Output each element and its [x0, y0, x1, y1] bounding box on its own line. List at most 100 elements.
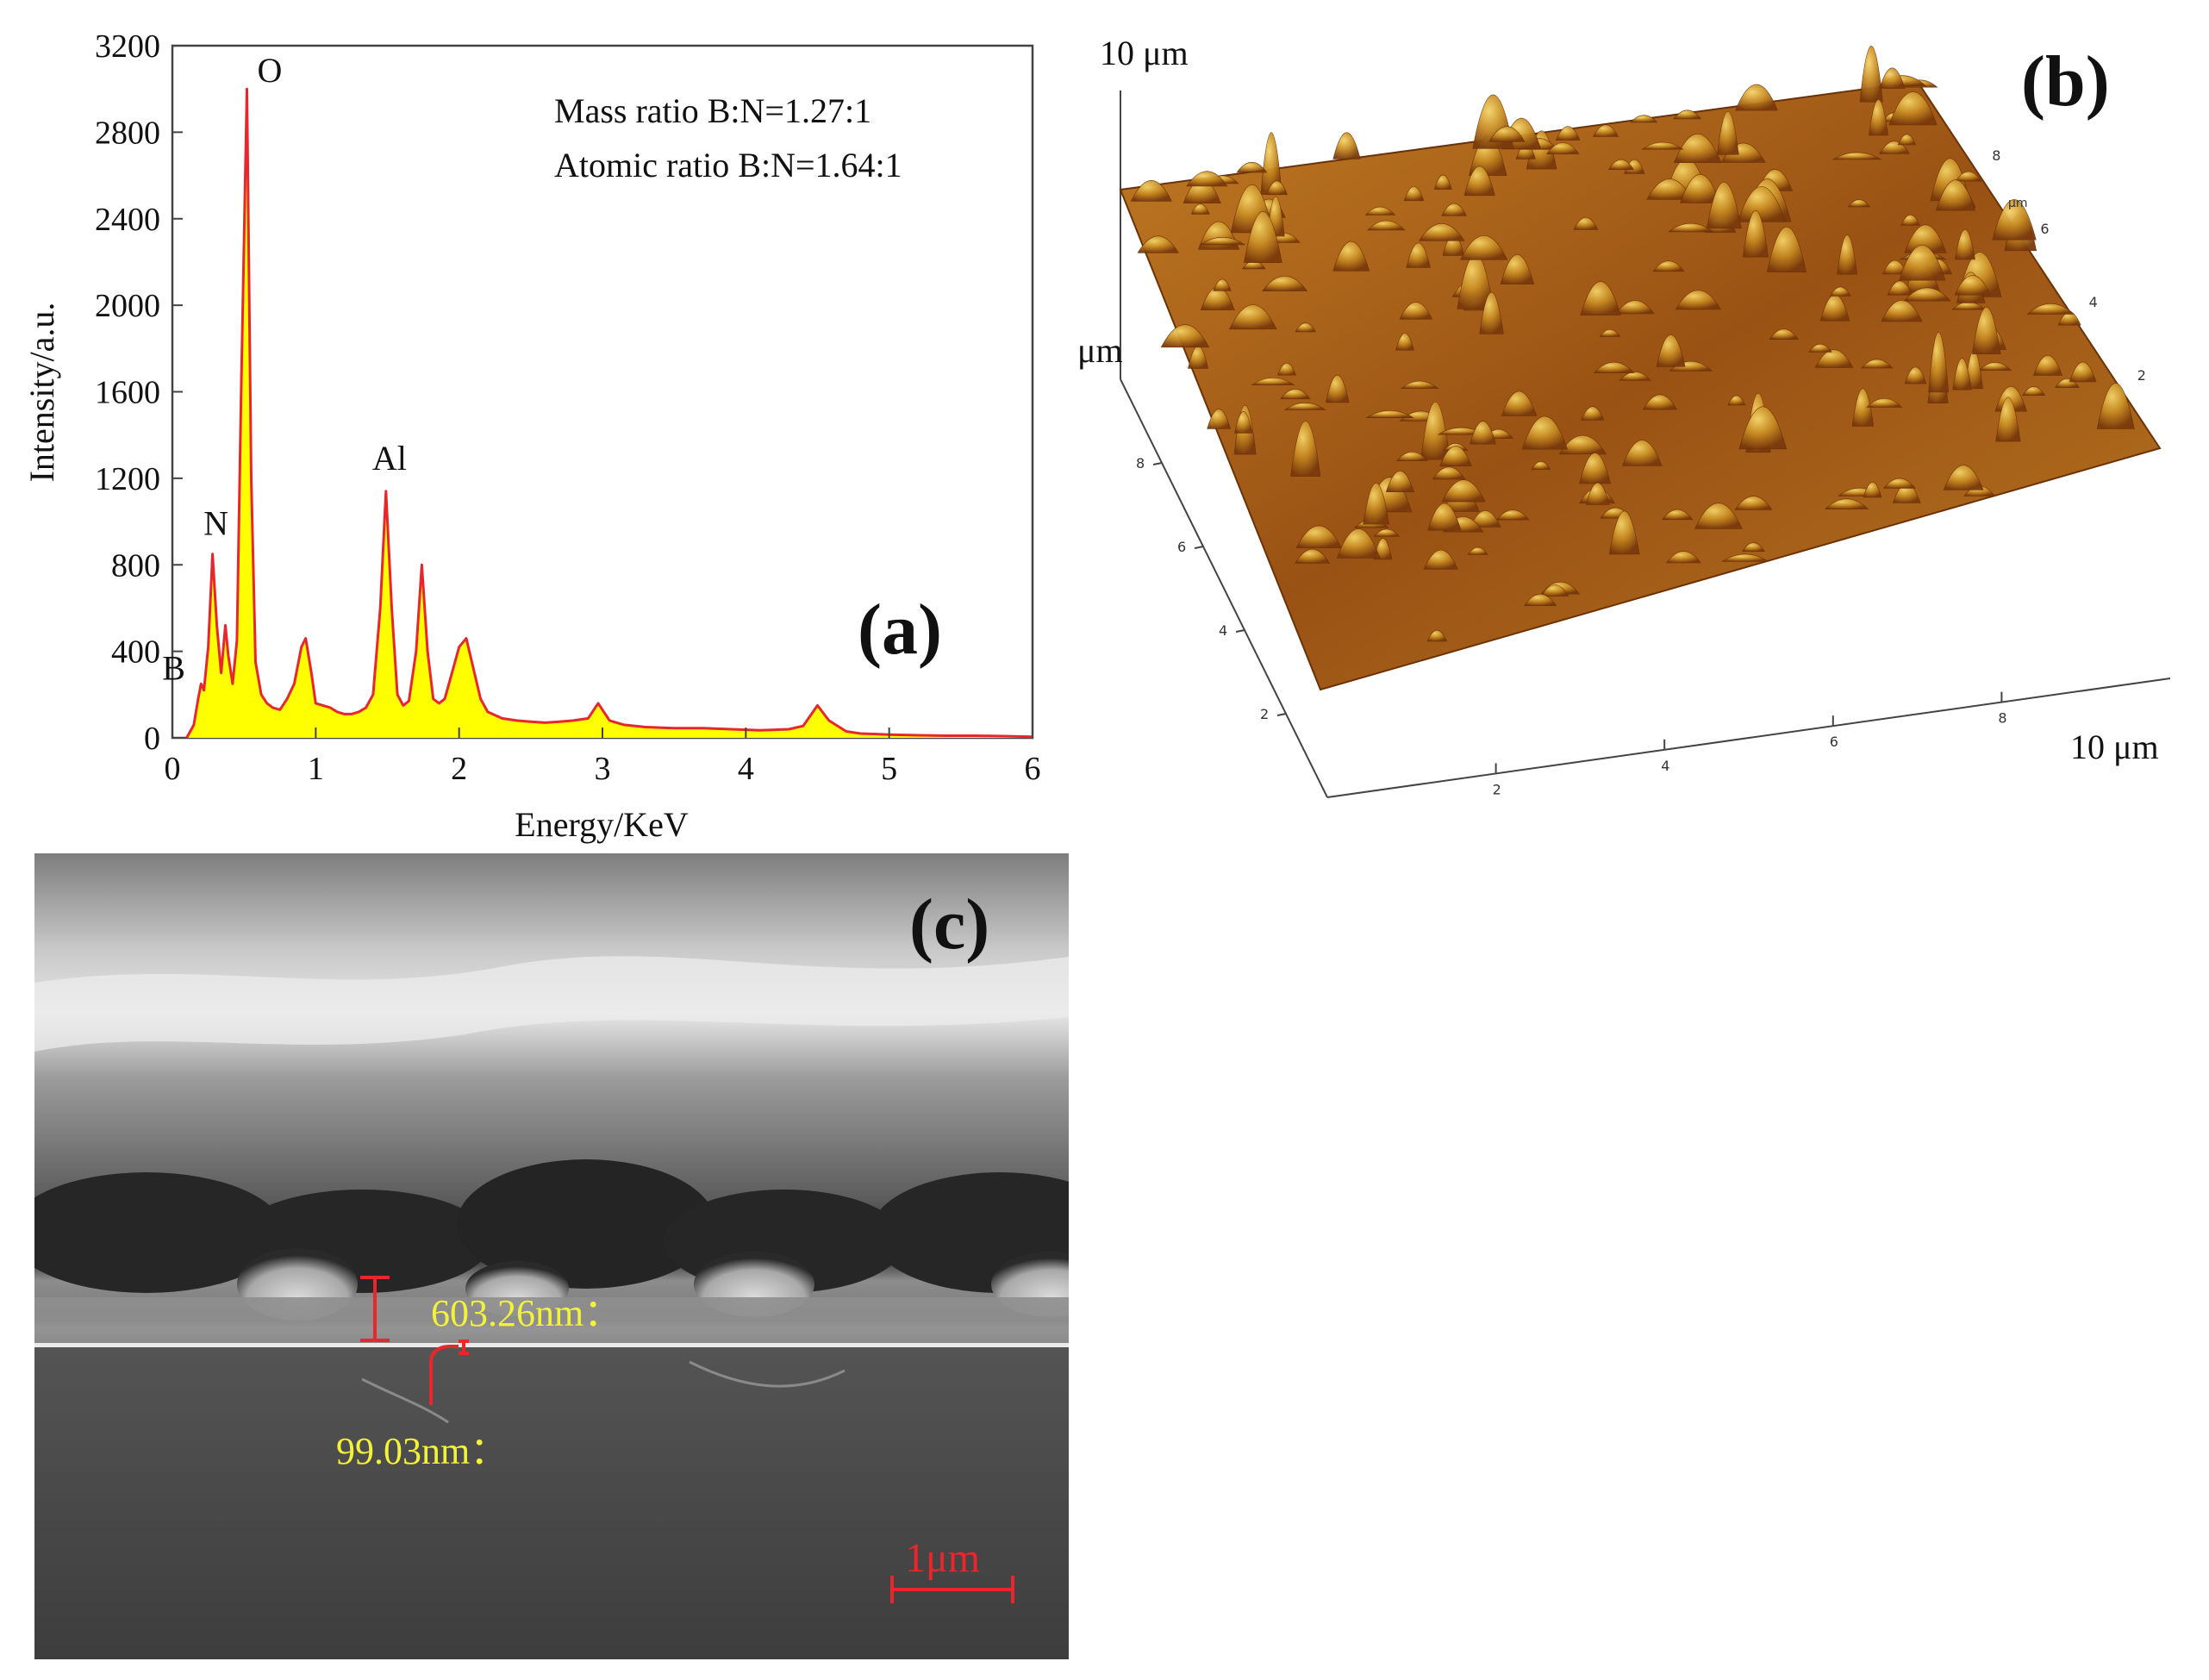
surface-peak	[1266, 180, 1288, 196]
bright-band	[34, 956, 1069, 1052]
surface-peak	[1395, 333, 1414, 351]
surface-peak	[1928, 332, 1950, 393]
surface-peak	[1336, 528, 1381, 559]
surface-peak	[1399, 302, 1433, 320]
surface-peak	[1641, 141, 1684, 150]
surface-peak	[1769, 328, 1800, 340]
atomic-ratio-annotation: Atomic ratio B:N=1.64:1	[554, 146, 902, 184]
surface-peak	[1441, 203, 1467, 216]
surface-peak	[1406, 242, 1431, 268]
surface-peak	[1737, 185, 1786, 222]
surface-peak	[1236, 161, 1268, 173]
surface-peak	[1662, 509, 1694, 521]
surface-peak	[1992, 199, 2037, 240]
surface-peak	[1260, 132, 1282, 195]
surface-peak	[1207, 409, 1232, 429]
y-tick-label: 1200	[95, 461, 160, 497]
afm-3d-image: 8 6 4 2 2 4 6 8 2 4 6 8 10 μm 10 μm 10 μm μm (b)	[1069, 34, 2171, 798]
surface-peak	[1851, 388, 1875, 427]
surface-peak	[1888, 91, 1938, 126]
scale-bar-label: 1μm	[905, 1535, 980, 1581]
film-interface	[34, 1343, 1069, 1347]
afm-x-tick-label: 6	[1830, 734, 1838, 750]
peak-label: B	[162, 648, 185, 687]
surface-peak	[1364, 206, 1396, 215]
surface-peak	[1904, 366, 1927, 384]
y-axis-title: Intensity/a.u.	[22, 303, 61, 483]
surface-peak	[1943, 465, 1984, 490]
surface-peak	[1229, 304, 1277, 330]
surface-peak	[1607, 159, 1634, 170]
surface-peak	[1879, 67, 1906, 89]
surface-peak	[1244, 211, 1282, 263]
afm-y-tick	[1194, 546, 1204, 549]
surface-peak	[1824, 498, 1869, 509]
plot-frame	[171, 44, 1034, 740]
surface-peak	[1199, 236, 1246, 246]
surface-peak	[1904, 224, 1947, 253]
surface-peak	[1673, 109, 1702, 120]
surface-peak	[1721, 553, 1769, 562]
y-tick-label: 400	[111, 634, 160, 671]
surface-peak	[1863, 481, 1882, 498]
surface-peak	[1808, 343, 1832, 353]
x-tick-label: 0	[165, 751, 181, 787]
surface-peak	[1540, 584, 1569, 596]
thickness-label-2: 99.03nm：	[336, 1430, 508, 1472]
surface-peak	[2096, 383, 2135, 429]
surface-peak	[1742, 542, 1765, 552]
surface-peak	[1295, 322, 1317, 333]
surface-peak	[1234, 411, 1253, 434]
afm-x-tick-label: 4	[1661, 758, 1669, 774]
surface-peak	[1899, 245, 1946, 281]
surface-peak	[1280, 389, 1311, 400]
scale-bar	[890, 1576, 1014, 1603]
substrate	[34, 1347, 1069, 1659]
y-axis-line	[1120, 378, 1328, 798]
y-tick-label: 2000	[95, 288, 160, 324]
surface-peak	[1186, 171, 1228, 187]
surface-peak	[1621, 440, 1663, 466]
surface-peak	[1869, 99, 1888, 136]
afm-y-tick	[1235, 629, 1245, 633]
surface-peak	[1403, 185, 1425, 202]
film-layer	[34, 1297, 1069, 1345]
surface-peak	[1363, 483, 1389, 525]
surface-peak	[1593, 361, 1635, 373]
surface-peak	[1332, 132, 1361, 159]
surface-peak	[1460, 235, 1508, 260]
afm-y-tick-label: 4	[1219, 622, 1227, 639]
surface-peak	[1952, 358, 1972, 390]
surface-peak	[1675, 290, 1722, 310]
sem-image: 603.26nm： 99.03nm： 1μm (c)	[34, 853, 1069, 1659]
surface-peak	[1470, 421, 1496, 445]
surface-peak	[1837, 234, 1858, 275]
panel-b: 8 6 4 2 2 4 6 8 2 4 6 8 10 μm 10 μm 10 μm μm (b)	[1069, 0, 2209, 853]
peak-label: N	[203, 504, 228, 543]
y-tick-label: 800	[111, 547, 160, 584]
x-tick-label: 6	[1025, 751, 1041, 787]
peak-label: Al	[372, 439, 407, 478]
surface-peak	[1615, 300, 1655, 315]
surface-peak	[1213, 278, 1232, 291]
surface-peak	[1814, 349, 1854, 368]
surface-peak	[1630, 115, 1658, 123]
afm-y-tick-label: 8	[1136, 455, 1145, 472]
surface-peak	[1418, 223, 1465, 241]
z-axis-label: 10 μm	[1100, 34, 1189, 72]
x-tick-label: 4	[738, 751, 754, 787]
surface-peak	[1555, 126, 1581, 141]
y-axis-label: 10 μm	[1069, 331, 1123, 370]
surface-peak	[1501, 390, 1538, 416]
surface-peak	[1524, 593, 1557, 606]
surface-peak	[1463, 166, 1495, 197]
x-axis-line	[1326, 678, 2171, 798]
surface-peak	[1900, 214, 1920, 226]
surface-peak	[1665, 551, 1701, 564]
peak-label: O	[257, 51, 282, 90]
x-tick-label: 2	[451, 751, 467, 787]
surface-peak	[1619, 372, 1651, 381]
surface-peak	[1546, 142, 1580, 154]
panel-a: 0 1 2 3 4 5 6 0 400 800 1200 1600 2000 2400 2800 3200 O…	[0, 0, 1069, 853]
surface-peak	[1488, 126, 1526, 142]
